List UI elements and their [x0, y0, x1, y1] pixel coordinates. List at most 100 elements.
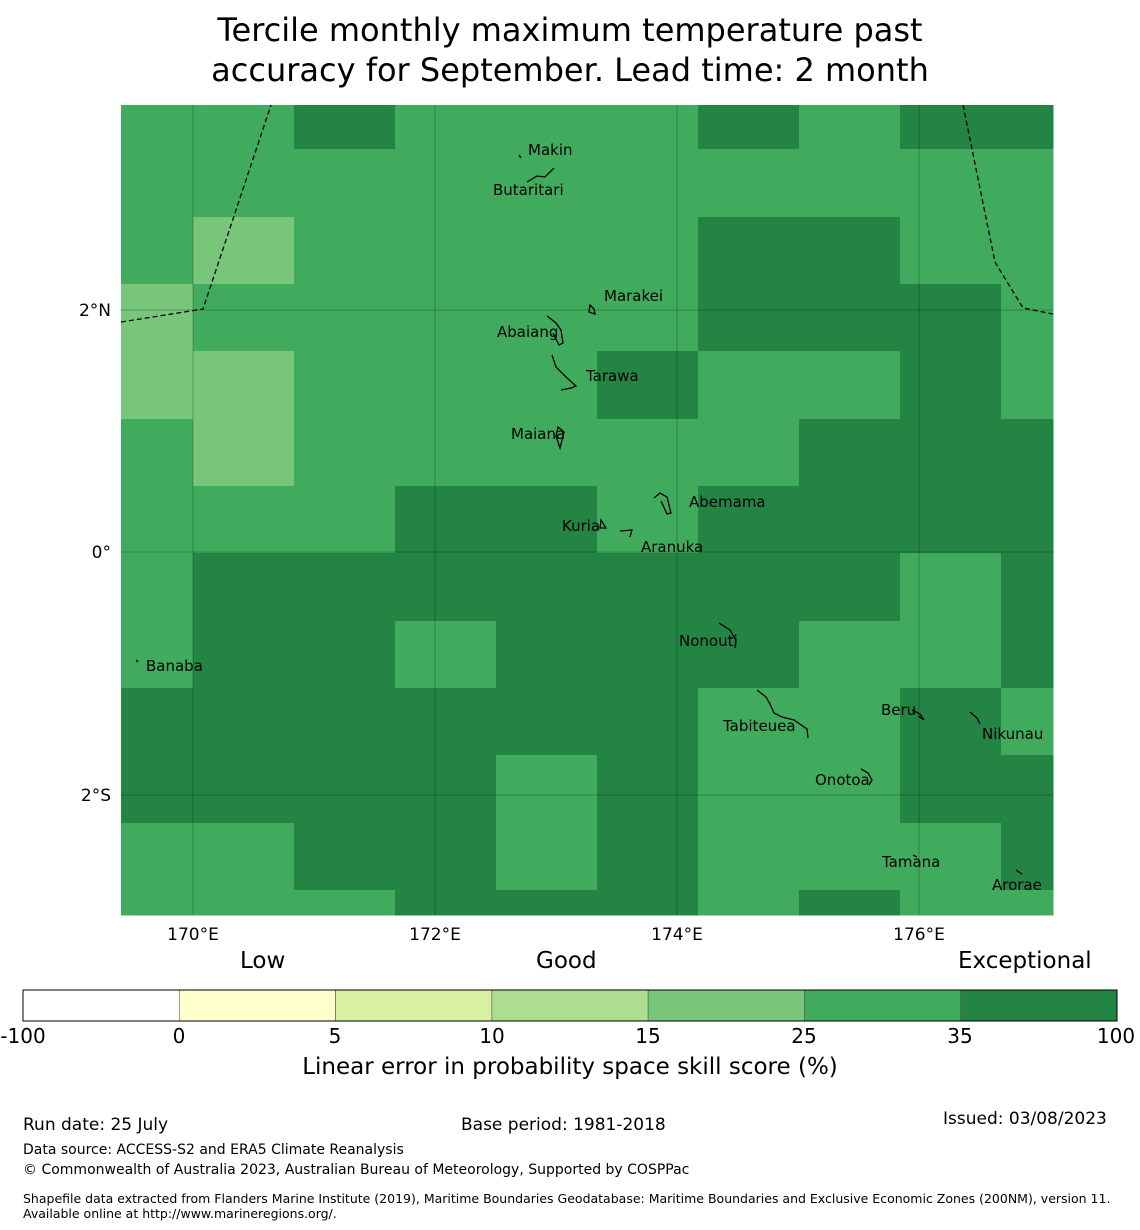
graticule-lines: [121, 105, 1053, 915]
island-maiana-outline: [555, 425, 565, 451]
skill-cell-medium: [193, 105, 295, 150]
skill-cell-medium: [900, 217, 1002, 285]
copyright: © Commonwealth of Australia 2023, Austra…: [23, 1162, 690, 1178]
skill-cell-dark: [1001, 419, 1054, 487]
island-label-nonouti: Nonouti: [679, 632, 738, 650]
skill-cell-medium: [900, 621, 1002, 689]
skill-cell-medium: [698, 419, 800, 487]
island-tamana-outline: [912, 854, 918, 858]
skill-cell-dark: [900, 351, 1002, 420]
skill-cell-medium: [121, 217, 194, 285]
skill-cell-medium: [698, 351, 800, 420]
skill-cell-dark: [698, 486, 800, 554]
skill-cell-dark: [799, 217, 901, 285]
eez-boundary-west: [120, 104, 272, 323]
shapefile-credit: Shapefile data extracted from Flanders M…: [23, 1191, 1111, 1221]
colorbar-axis-label: Linear error in probability space skill …: [302, 1054, 838, 1080]
skill-cell-medium: [1001, 284, 1054, 352]
colorbar-tick-label: 100: [1097, 1024, 1135, 1048]
skill-cell-medium: [395, 351, 497, 420]
x-tick-label: 170°E: [167, 925, 219, 945]
colorbar-tick-label: 15: [635, 1024, 660, 1048]
skill-cell-dark: [496, 553, 598, 622]
y-axis-ticks: 2°N 0° 2°S: [79, 301, 111, 806]
colorbar-swatch: [804, 989, 962, 1022]
skill-cell-dark: [597, 755, 699, 824]
island-arorae-outline: [1015, 869, 1023, 875]
island-label-abaiang: Abaiang: [497, 323, 558, 341]
skill-cell-medium: [121, 553, 194, 622]
skill-cell-dark: [698, 284, 800, 352]
skill-cell-medium: [799, 755, 901, 824]
skill-cell-medium: [900, 890, 1002, 916]
island-label-banaba: Banaba: [146, 657, 203, 675]
skill-cell-dark: [395, 553, 497, 622]
skill-cell-medium: [496, 419, 598, 487]
island-label-tarawa: Tarawa: [585, 367, 639, 385]
skill-cell-medium: [193, 284, 295, 352]
eez-boundary-east: [962, 104, 1054, 315]
skill-cell-dark: [121, 755, 194, 824]
skill-cell-medium: [698, 149, 800, 218]
skill-cell-medium: [1001, 688, 1054, 756]
island-label-butaritari: Butaritari: [493, 181, 564, 199]
skill-cell-medium: [597, 149, 699, 218]
skill-cell-dark: [193, 755, 295, 824]
skill-cell-light: [121, 351, 194, 420]
skill-cell-medium: [121, 890, 194, 916]
skill-cell-dark: [698, 553, 800, 622]
skill-cell-dark: [193, 688, 295, 756]
skill-cell-dark: [900, 284, 1002, 352]
island-banaba-outline: [135, 659, 139, 663]
skill-cell-dark: [597, 688, 699, 756]
colorbar-tick-label: 35: [947, 1024, 972, 1048]
skill-cell-dark: [698, 217, 800, 285]
skill-cell-dark: [496, 890, 598, 916]
island-label-abemama: Abemama: [689, 493, 766, 511]
skill-cell-medium: [294, 351, 396, 420]
island-tabiteuea-outline: [756, 689, 809, 739]
skill-cell-dark: [294, 621, 396, 689]
colorbar-tick-label: 0: [173, 1024, 186, 1048]
x-tick-label: 172°E: [409, 925, 461, 945]
skill-cell-medium: [121, 823, 194, 891]
skill-cell-medium: [698, 890, 800, 916]
title-line-1: Tercile monthly maximum temperature past: [217, 11, 923, 49]
skill-cell-dark: [1001, 486, 1054, 554]
data-source: Data source: ACCESS-S2 and ERA5 Climate …: [23, 1142, 404, 1158]
island-labels: Makin Butaritari Marakei Abaiang Tarawa …: [146, 141, 1043, 894]
skill-cell-dark: [294, 553, 396, 622]
island-label-makin: Makin: [528, 141, 573, 159]
skill-cell-dark: [900, 105, 1002, 150]
colorbar: [22, 989, 1118, 1022]
skill-cell-dark: [294, 105, 396, 150]
skill-cell-dark: [597, 553, 699, 622]
colorbar-swatch: [22, 989, 180, 1022]
island-nonouti-outline: [718, 622, 737, 649]
run-date: Run date: 25 July: [23, 1115, 169, 1135]
skill-cell-medium: [1001, 149, 1054, 218]
island-label-kuria: Kuria: [562, 517, 600, 535]
skill-cell-dark: [799, 284, 901, 352]
skill-cell-medium: [193, 486, 295, 554]
y-tick-label: 2°S: [81, 786, 111, 806]
title-line-2: accuracy for September. Lead time: 2 mon…: [211, 51, 929, 89]
colorbar-tick-label: 10: [479, 1024, 504, 1048]
x-tick-label: 176°E: [893, 925, 945, 945]
skill-cell-dark: [294, 688, 396, 756]
skill-cell-medium: [395, 419, 497, 487]
island-label-nikunau: Nikunau: [982, 725, 1043, 743]
skill-cell-dark: [1001, 621, 1054, 689]
skill-cell-medium: [799, 688, 901, 756]
island-marakei-outline: [588, 303, 596, 315]
skill-cell-medium: [799, 105, 901, 150]
skill-cell-dark: [395, 688, 497, 756]
eez-boundary-lines: [120, 104, 1054, 323]
colorbar-tick-label: 25: [791, 1024, 816, 1048]
colorbar-swatch: [960, 989, 1118, 1022]
island-label-tamana: Tamana: [881, 853, 940, 871]
island-makin-outline: [518, 154, 522, 159]
skill-cell-dark: [799, 553, 901, 622]
skill-grid-cells: [121, 105, 1054, 916]
